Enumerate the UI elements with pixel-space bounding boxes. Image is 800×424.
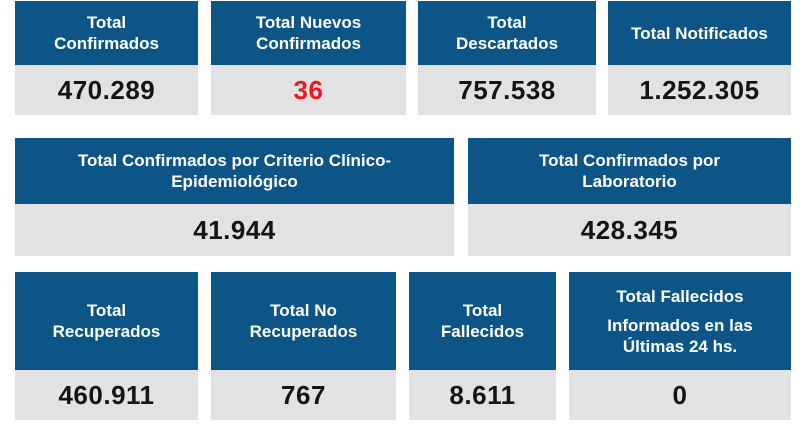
card-title-line: Total (462, 301, 503, 320)
card-header: Total Nuevos Confirmados (211, 1, 406, 65)
card-value: 1.252.305 (608, 65, 791, 115)
card-total-recuperados: Total Recuperados 460.911 (15, 272, 198, 420)
card-header: Total No Recuperados (211, 272, 396, 370)
card-title-line: Últimas 24 hs. (622, 336, 738, 356)
card-value: 36 (211, 65, 406, 115)
card-title-line: Total (487, 13, 527, 32)
card-header: Total Notificados (608, 1, 791, 65)
card-title-line: Confirmados (54, 34, 159, 53)
card-total-fallecidos: Total Fallecidos 8.611 (409, 272, 556, 420)
card-total-notificados: Total Notificados 1.252.305 (608, 1, 791, 115)
card-confirmados-criterio-clinico: Total Confirmados por Criterio Clínico- … (15, 138, 454, 256)
card-title-line: Total No (270, 301, 337, 320)
card-header: Total Confirmados por Laboratorio (468, 138, 791, 204)
card-value: 41.944 (15, 204, 454, 256)
card-title-line: Recuperados (52, 322, 161, 341)
card-total-nuevos-confirmados: Total Nuevos Confirmados 36 (211, 1, 406, 115)
card-header: Total Fallecidos Informados en las Últim… (569, 272, 791, 370)
card-value: 470.289 (15, 65, 198, 115)
card-header: Total Fallecidos (409, 272, 556, 370)
card-title-line: Epidemiológico (171, 172, 298, 191)
card-header: Total Descartados (418, 1, 596, 65)
card-value: 8.611 (409, 370, 556, 420)
card-title-line: Total Confirmados por (538, 151, 720, 170)
card-confirmados-laboratorio: Total Confirmados por Laboratorio 428.34… (468, 138, 791, 256)
card-total-no-recuperados: Total No Recuperados 767 (211, 272, 396, 420)
card-title-line: Total (86, 301, 127, 320)
card-title-line: Recuperados (249, 322, 358, 341)
card-title-line: Confirmados (256, 34, 361, 53)
card-value: 767 (211, 370, 396, 420)
card-value: 757.538 (418, 65, 596, 115)
card-header: Total Recuperados (15, 272, 198, 370)
card-title-line: Fallecidos (440, 322, 525, 341)
card-title-line: Total Notificados (631, 23, 768, 43)
card-value: 428.345 (468, 204, 791, 256)
card-title-line: Informados en las (607, 315, 753, 335)
card-total-descartados: Total Descartados 757.538 (418, 1, 596, 115)
card-fallecidos-ultimas-24hs: Total Fallecidos Informados en las Últim… (569, 272, 791, 420)
card-total-confirmados: Total Confirmados 470.289 (15, 1, 198, 115)
card-title-line: Total Nuevos (255, 13, 362, 32)
card-title-line: Total Confirmados por Criterio Clínico- (77, 151, 392, 170)
card-header: Total Confirmados por Criterio Clínico- … (15, 138, 454, 204)
card-title-line: Laboratorio (582, 172, 677, 191)
card-value: 460.911 (15, 370, 198, 420)
card-value: 0 (569, 370, 791, 420)
card-title-line: Descartados (455, 34, 559, 53)
card-title-line: Total (86, 13, 127, 32)
card-header: Total Confirmados (15, 1, 198, 65)
card-title-line: Total Fallecidos (616, 286, 744, 306)
